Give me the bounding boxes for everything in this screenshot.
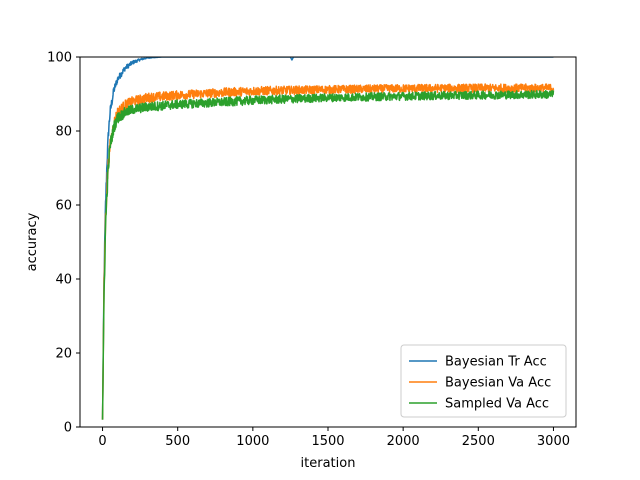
legend: Bayesian Tr Acc Bayesian Va Acc Sampled Va… — [400, 344, 567, 418]
x-tick-label: 3000 — [537, 434, 570, 449]
y-tick-label: 40 — [55, 273, 72, 288]
y-tick-label: 80 — [55, 125, 72, 140]
legend-box — [400, 344, 567, 418]
x-tick-label: 2500 — [462, 434, 495, 449]
x-tick-label: 0 — [98, 434, 106, 449]
x-tick-label: 1500 — [311, 434, 344, 449]
x-tick-label: 2000 — [387, 434, 420, 449]
y-axis: 0 20 40 60 80 100 — [47, 51, 80, 436]
y-tick-label: 100 — [47, 51, 72, 66]
x-tick-label: 1000 — [236, 434, 269, 449]
series-line-1 — [101, 83, 555, 420]
x-axis: 0 500 1000 1500 2000 2500 3000 — [98, 427, 570, 449]
x-axis-label: iteration — [301, 456, 356, 471]
legend-label: Bayesian Va Acc — [445, 376, 551, 391]
y-tick-label: 60 — [55, 199, 72, 214]
y-tick-label: 0 — [64, 421, 72, 436]
y-tick-label: 20 — [55, 347, 72, 362]
y-axis-label: accuracy — [25, 212, 40, 271]
x-tick-label: 500 — [165, 434, 190, 449]
legend-label: Sampled Va Acc — [445, 397, 549, 412]
legend-label: Bayesian Tr Acc — [445, 355, 547, 370]
series-line-2 — [101, 89, 555, 420]
series-layer — [101, 57, 555, 420]
